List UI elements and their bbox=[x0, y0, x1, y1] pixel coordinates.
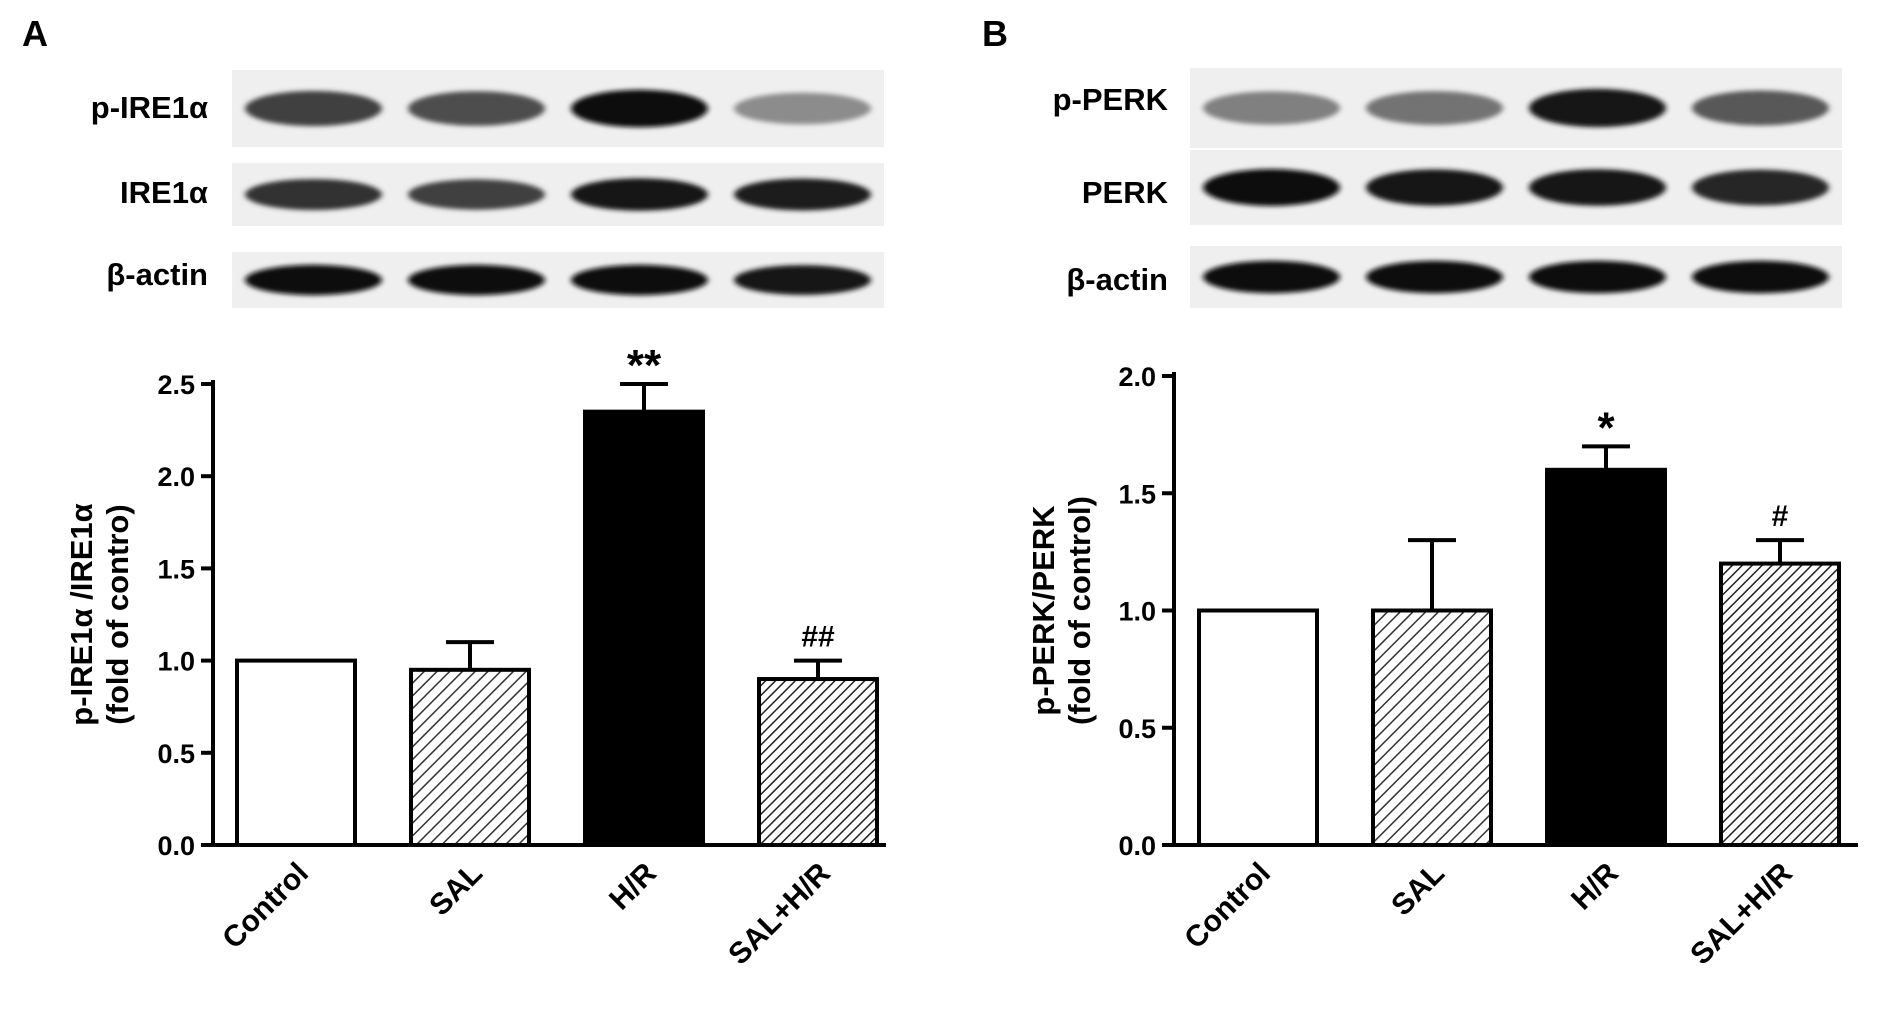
bar-a-2 bbox=[583, 409, 705, 847]
blot-band-b-2-4 bbox=[1692, 169, 1829, 206]
chart-b: 0.0 0.5 1.0 1.5 2.0 p-PERK/PERK (fold of contr… bbox=[1026, 362, 1858, 971]
blot-label-b-1: p-PERK bbox=[1053, 82, 1169, 117]
bar-a-1 bbox=[409, 667, 531, 847]
y-tick-label-b-2: 1.0 bbox=[1118, 597, 1156, 627]
y-tick-label-a-2: 1.0 bbox=[157, 647, 195, 677]
blot-band-b-1-1 bbox=[1203, 91, 1340, 125]
blot-label-a-1: p-IRE1α bbox=[91, 90, 208, 125]
blot-label-b-2: PERK bbox=[1082, 175, 1169, 210]
bar-b-0 bbox=[1197, 608, 1319, 847]
blot-band-a-3-4 bbox=[734, 265, 871, 295]
blot-band-b-3-2 bbox=[1366, 260, 1503, 294]
blot-band-b-3-3 bbox=[1529, 260, 1666, 294]
y-axis-label-a: p-IRE1α /IRE1α bbox=[64, 503, 99, 725]
x-tick-label-a-1: SAL bbox=[423, 857, 489, 923]
blot-label-a-3: β-actin bbox=[106, 257, 208, 292]
bar-b-2 bbox=[1545, 467, 1667, 847]
x-tick-label-b-1: SAL bbox=[1385, 857, 1451, 923]
y-axis-label-b: p-PERK/PERK bbox=[1026, 505, 1061, 716]
significance-a-3: ## bbox=[801, 621, 835, 654]
blot-band-b-2-1 bbox=[1203, 169, 1340, 206]
blot-label-a-2: IRE1α bbox=[120, 175, 208, 210]
x-tick-label-b-3: SAL+H/R bbox=[1684, 856, 1799, 971]
blot-band-b-3-1 bbox=[1203, 260, 1340, 294]
x-tick-label-a-0: Control bbox=[216, 857, 315, 956]
y-tick-label-a-1: 0.5 bbox=[157, 739, 195, 769]
blot-band-b-3-4 bbox=[1692, 260, 1829, 294]
blot-label-b-3: β-actin bbox=[1066, 262, 1168, 297]
bar-a-0 bbox=[235, 658, 357, 847]
blot-band-a-3-1 bbox=[245, 264, 382, 296]
chart-a: 0.0 0.5 1.0 1.5 2.0 2.5 p-IRE1α /IRE1α (fold of… bbox=[64, 341, 886, 971]
y-axis-label-line2-a: (fold of contro) bbox=[100, 504, 135, 724]
significance-a-2: ** bbox=[627, 341, 662, 390]
blot-band-a-2-1 bbox=[245, 178, 382, 211]
blot-band-a-1-3 bbox=[571, 89, 708, 128]
blot-band-b-2-3 bbox=[1529, 169, 1666, 206]
y-tick-label-a-4: 2.0 bbox=[157, 462, 195, 492]
x-tick-label-b-2: H/R bbox=[1565, 856, 1625, 916]
blot-band-a-2-3 bbox=[571, 178, 708, 211]
x-tick-label-a-2: H/R bbox=[603, 856, 663, 916]
blot-band-a-3-2 bbox=[408, 264, 545, 296]
bar-b-1 bbox=[1371, 608, 1493, 847]
bar-a-3 bbox=[757, 677, 879, 847]
y-tick-label-b-0: 0.0 bbox=[1118, 831, 1156, 861]
blot-band-a-2-4 bbox=[734, 178, 871, 211]
x-tick-label-a-3: SAL+H/R bbox=[722, 856, 837, 971]
blot-band-a-1-2 bbox=[408, 91, 545, 126]
y-axis-label-line2-b: (fold of control) bbox=[1062, 496, 1097, 725]
y-tick-label-b-4: 2.0 bbox=[1118, 362, 1156, 392]
blot-band-a-1-1 bbox=[245, 90, 382, 127]
y-tick-label-a-5: 2.5 bbox=[157, 370, 195, 400]
blot-band-a-1-4 bbox=[734, 92, 871, 125]
blot-band-a-3-3 bbox=[571, 264, 708, 296]
y-tick-label-a-3: 1.5 bbox=[157, 554, 195, 584]
x-tick-label-b-0: Control bbox=[1178, 857, 1277, 956]
panel-letter-b: B bbox=[982, 13, 1008, 54]
blot-band-b-1-3 bbox=[1529, 88, 1666, 128]
panel-letter-a: A bbox=[22, 13, 48, 54]
blot-band-b-1-2 bbox=[1366, 91, 1503, 125]
significance-b-3: # bbox=[1772, 500, 1789, 533]
blot-band-b-1-4 bbox=[1692, 90, 1829, 126]
blot-band-a-2-2 bbox=[408, 179, 545, 210]
significance-b-2: * bbox=[1597, 403, 1615, 452]
y-tick-label-b-3: 1.5 bbox=[1118, 479, 1156, 509]
bar-b-3 bbox=[1719, 561, 1841, 847]
y-tick-label-b-1: 0.5 bbox=[1118, 714, 1156, 744]
blot-band-b-2-2 bbox=[1366, 169, 1503, 206]
y-tick-label-a-0: 0.0 bbox=[157, 831, 195, 861]
